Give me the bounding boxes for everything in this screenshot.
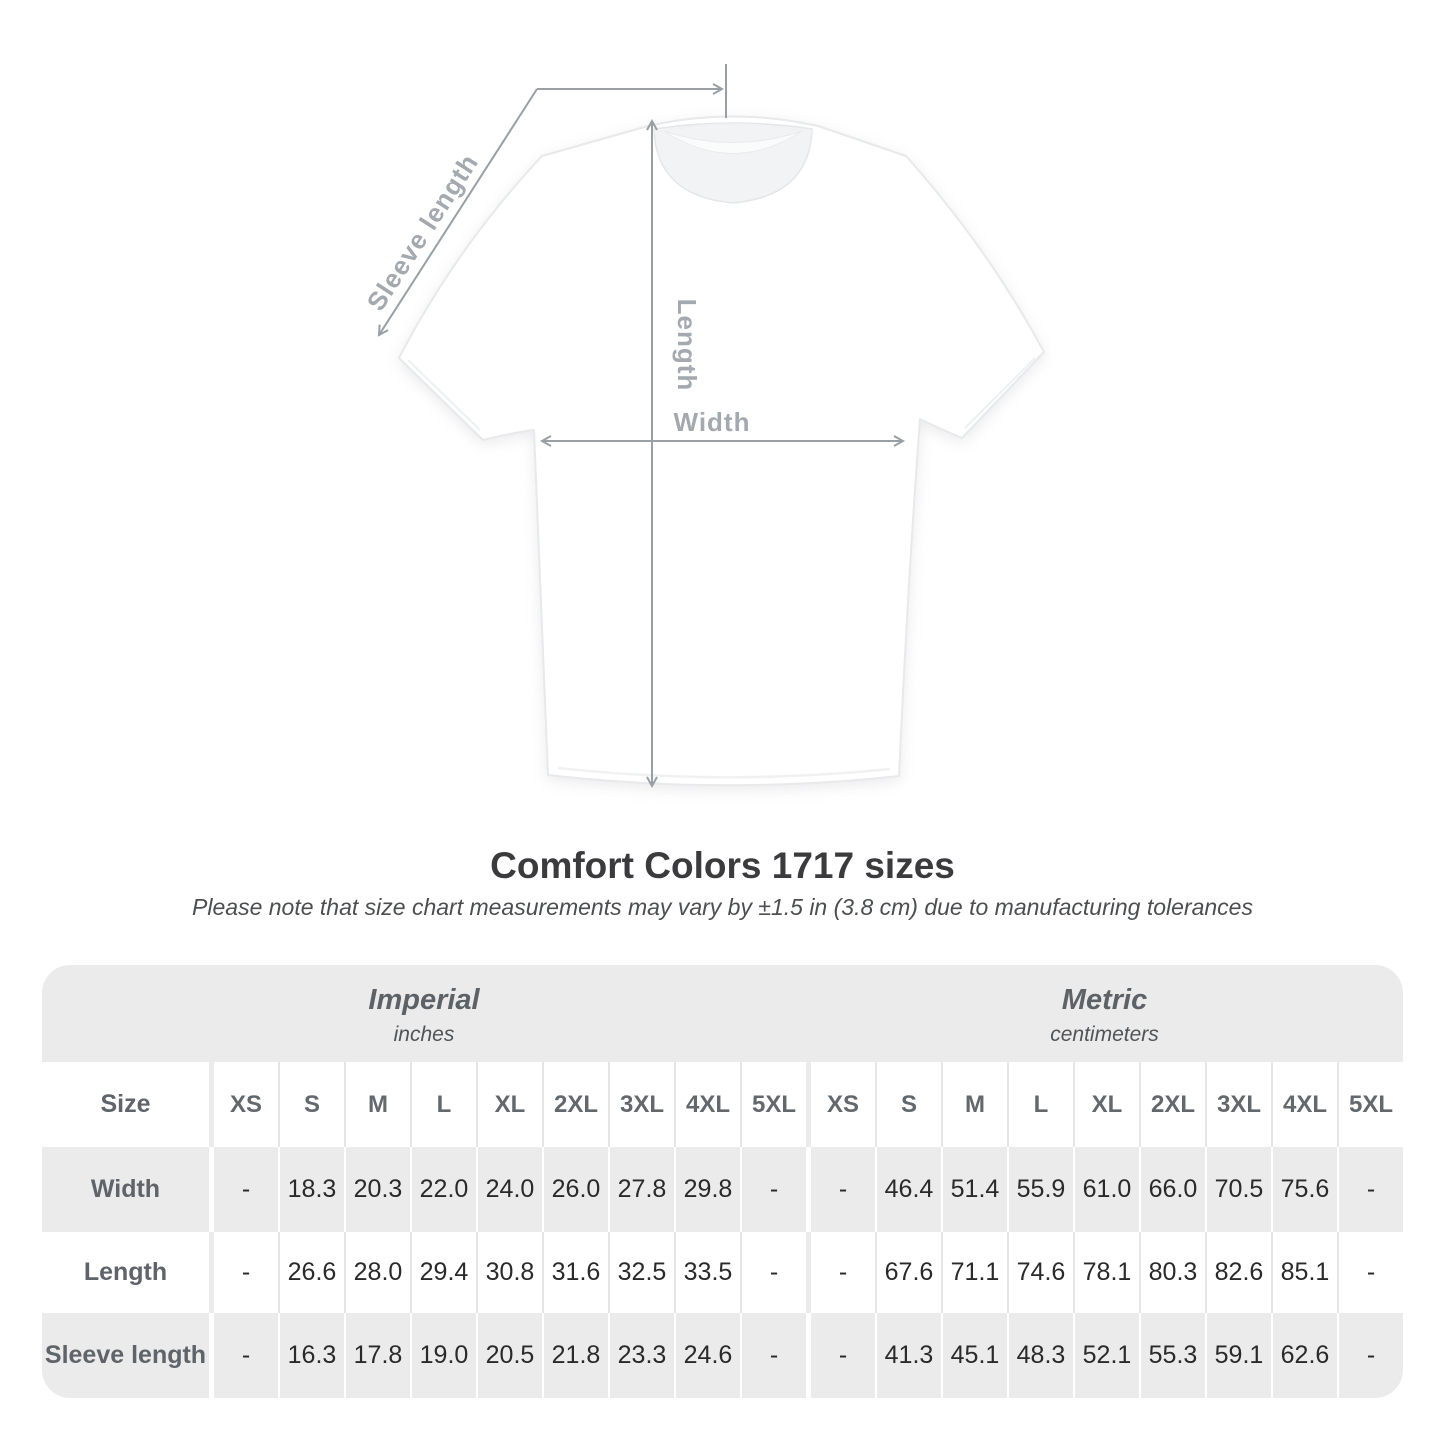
- table-cell: 41.3: [875, 1313, 941, 1398]
- table-cell: 17.8: [344, 1313, 410, 1398]
- table-cell: 66.0: [1139, 1147, 1205, 1232]
- size-header-cell: 3XL: [608, 1062, 674, 1147]
- metric-label: Metric: [1061, 984, 1148, 1016]
- table-cell: 78.1: [1073, 1232, 1139, 1313]
- table-cell: 82.6: [1205, 1232, 1271, 1313]
- size-header-cell: 2XL: [542, 1062, 608, 1147]
- row-label: Sleeve length: [44, 1341, 207, 1369]
- size-column-header: Size: [100, 1090, 151, 1118]
- metric-band: Metric centimeters: [806, 965, 1403, 1062]
- table-cell: -: [806, 1313, 875, 1398]
- row-label: Length: [83, 1258, 168, 1286]
- table-cell: 52.1: [1073, 1313, 1139, 1398]
- table-cell: 30.8: [476, 1232, 542, 1313]
- imperial-band: Imperial inches: [42, 965, 806, 1062]
- table-cell: -: [740, 1147, 806, 1232]
- tolerance-note: Please note that size chart measurements…: [192, 894, 1253, 920]
- imperial-label: Imperial: [368, 984, 480, 1016]
- table-cell: -: [740, 1232, 806, 1313]
- table-cell: -: [1337, 1313, 1403, 1398]
- size-header-cell: L: [1007, 1062, 1073, 1147]
- table-cell: 22.0: [410, 1147, 476, 1232]
- width-label: Width: [674, 407, 751, 437]
- table-cell: -: [209, 1147, 278, 1232]
- size-table: Imperial inches Metric centimeters Size X…: [42, 965, 1403, 1398]
- size-header-cell: M: [344, 1062, 410, 1147]
- table-cell: 85.1: [1271, 1232, 1337, 1313]
- imperial-unit-label: inches: [393, 1023, 455, 1046]
- tshirt-graphic: [398, 115, 1045, 787]
- table-cell: 29.8: [674, 1147, 740, 1232]
- table-row: Width -18.3 20.3 22.0 24.0 26.0 27.8 29.8- -46.4…: [42, 1147, 1403, 1232]
- size-header-cell: XS: [209, 1062, 278, 1147]
- table-cell: 80.3: [1139, 1232, 1205, 1313]
- table-cell: -: [806, 1232, 875, 1313]
- row-label: Width: [90, 1175, 161, 1203]
- table-cell: 55.9: [1007, 1147, 1073, 1232]
- size-header-cell: 4XL: [1271, 1062, 1337, 1147]
- size-header-cell: XL: [476, 1062, 542, 1147]
- size-header-cell: XL: [1073, 1062, 1139, 1147]
- table-cell: 51.4: [941, 1147, 1007, 1232]
- table-cell: 20.5: [476, 1313, 542, 1398]
- size-header-cell: S: [875, 1062, 941, 1147]
- table-cell: 18.3: [278, 1147, 344, 1232]
- table-cell: 61.0: [1073, 1147, 1139, 1232]
- table-cell: 24.0: [476, 1147, 542, 1232]
- size-header-cell: S: [278, 1062, 344, 1147]
- table-cell: -: [806, 1147, 875, 1232]
- table-cell: -: [740, 1313, 806, 1398]
- table-cell: 70.5: [1205, 1147, 1271, 1232]
- table-cell: 59.1: [1205, 1313, 1271, 1398]
- table-cell: 75.6: [1271, 1147, 1337, 1232]
- table-cell: 27.8: [608, 1147, 674, 1232]
- table-cell: 28.0: [344, 1232, 410, 1313]
- table-cell: 31.6: [542, 1232, 608, 1313]
- table-cell: 20.3: [344, 1147, 410, 1232]
- table-cell: 48.3: [1007, 1313, 1073, 1398]
- table-cell: 46.4: [875, 1147, 941, 1232]
- table-row: Sleeve length -16.3 17.8 19.0 20.5 21.8 23.3 24…: [42, 1313, 1403, 1398]
- table-cell: 45.1: [941, 1313, 1007, 1398]
- size-header-cell: XS: [806, 1062, 875, 1147]
- size-header-cell: M: [941, 1062, 1007, 1147]
- table-cell: 33.5: [674, 1232, 740, 1313]
- size-header-cell: L: [410, 1062, 476, 1147]
- table-cell: 62.6: [1271, 1313, 1337, 1398]
- table-cell: -: [1337, 1232, 1403, 1313]
- size-table-body: Size XS S M L XL 2XL 3XL 4XL 5XL XS S M L XL 2XL 3XL 4XL 5…: [42, 1062, 1403, 1398]
- table-cell: 26.0: [542, 1147, 608, 1232]
- size-header-row: Size XS S M L XL 2XL 3XL 4XL 5XL XS S M L XL 2XL 3XL 4XL 5…: [42, 1062, 1403, 1147]
- unit-band-row: Imperial inches Metric centimeters: [42, 965, 1403, 1062]
- size-header-cell: 3XL: [1205, 1062, 1271, 1147]
- table-cell: -: [209, 1313, 278, 1398]
- table-cell: -: [1337, 1147, 1403, 1232]
- table-cell: 19.0: [410, 1313, 476, 1398]
- table-cell: 67.6: [875, 1232, 941, 1313]
- size-header-cell: 2XL: [1139, 1062, 1205, 1147]
- sleeve-length-arrow: [377, 64, 727, 337]
- table-cell: 29.4: [410, 1232, 476, 1313]
- table-cell: 26.6: [278, 1232, 344, 1313]
- table-row: Length -26.6 28.0 29.4 30.8 31.6 32.5 33.5- -67.…: [42, 1232, 1403, 1313]
- table-cell: 21.8: [542, 1313, 608, 1398]
- size-header-cell: 5XL: [1337, 1062, 1403, 1147]
- table-cell: 24.6: [674, 1313, 740, 1398]
- table-cell: 23.3: [608, 1313, 674, 1398]
- table-cell: 16.3: [278, 1313, 344, 1398]
- metric-unit-label: centimeters: [1050, 1023, 1159, 1046]
- size-header-cell: 4XL: [674, 1062, 740, 1147]
- length-label: Length: [672, 299, 702, 392]
- page-title: Comfort Colors 1717 sizes: [490, 845, 955, 886]
- table-cell: 55.3: [1139, 1313, 1205, 1398]
- table-cell: -: [209, 1232, 278, 1313]
- size-header-cell: 5XL: [740, 1062, 806, 1147]
- table-cell: 74.6: [1007, 1232, 1073, 1313]
- table-cell: 71.1: [941, 1232, 1007, 1313]
- tshirt-measurement-diagram: Sleeve length Length Width: [361, 64, 1045, 789]
- table-cell: 32.5: [608, 1232, 674, 1313]
